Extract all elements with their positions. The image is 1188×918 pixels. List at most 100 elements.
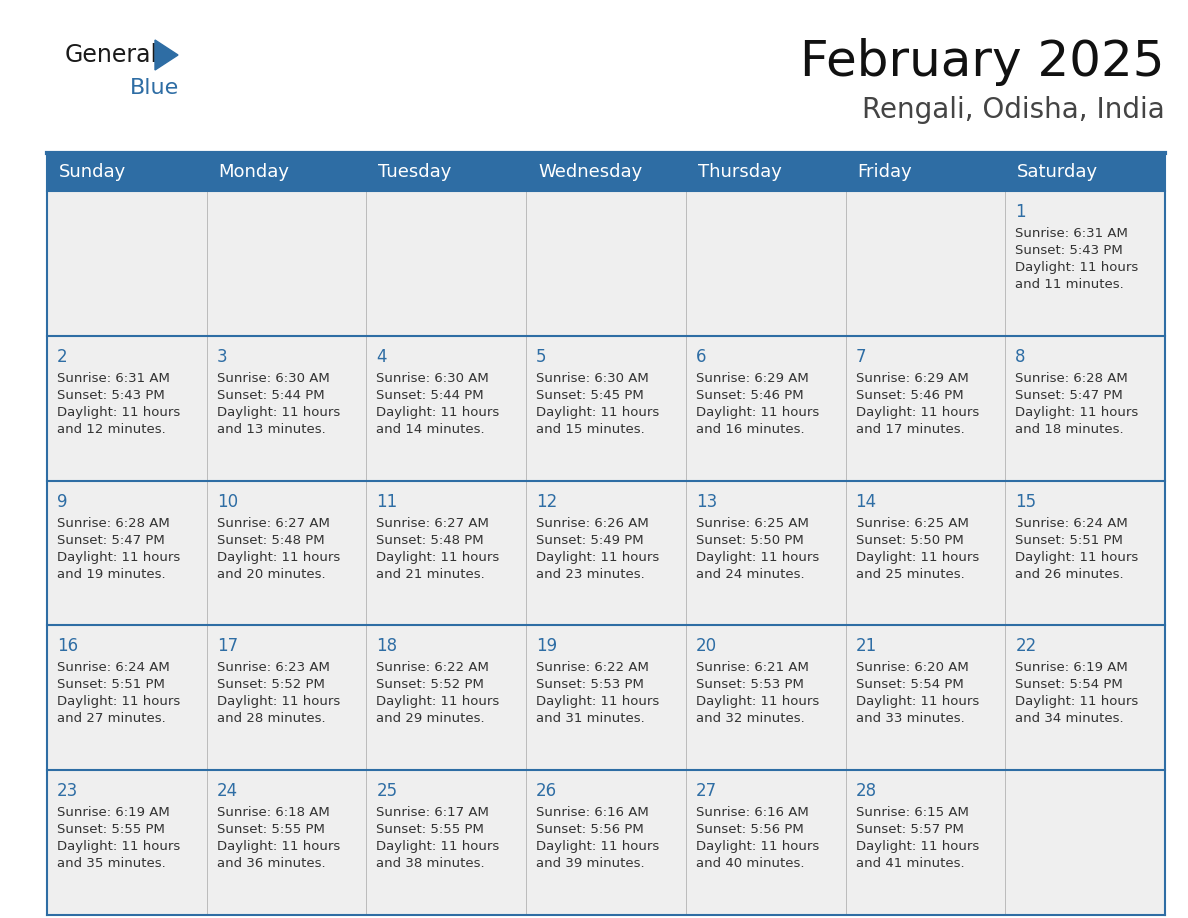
Text: Thursday: Thursday xyxy=(697,163,782,181)
Text: Sunrise: 6:24 AM: Sunrise: 6:24 AM xyxy=(57,661,170,675)
Bar xyxy=(1005,625,1165,770)
Text: and 20 minutes.: and 20 minutes. xyxy=(216,567,326,580)
Text: 26: 26 xyxy=(536,782,557,800)
Text: Sunset: 5:46 PM: Sunset: 5:46 PM xyxy=(855,389,963,402)
Bar xyxy=(366,191,526,336)
Bar xyxy=(526,625,685,770)
Bar xyxy=(1005,481,1165,625)
Text: Sunrise: 6:16 AM: Sunrise: 6:16 AM xyxy=(536,806,649,819)
Text: and 33 minutes.: and 33 minutes. xyxy=(855,712,965,725)
Text: Daylight: 11 hours: Daylight: 11 hours xyxy=(696,696,819,709)
Text: 27: 27 xyxy=(696,782,718,800)
Text: 20: 20 xyxy=(696,637,718,655)
Bar xyxy=(846,336,1005,481)
Text: Daylight: 11 hours: Daylight: 11 hours xyxy=(855,840,979,853)
Text: and 23 minutes.: and 23 minutes. xyxy=(536,567,645,580)
Text: 4: 4 xyxy=(377,348,387,365)
Text: Daylight: 11 hours: Daylight: 11 hours xyxy=(1016,696,1138,709)
Text: and 15 minutes.: and 15 minutes. xyxy=(536,423,645,436)
Text: and 27 minutes.: and 27 minutes. xyxy=(57,712,166,725)
Text: 24: 24 xyxy=(216,782,238,800)
Text: Sunset: 5:44 PM: Sunset: 5:44 PM xyxy=(377,389,484,402)
Text: Sunset: 5:54 PM: Sunset: 5:54 PM xyxy=(1016,678,1123,691)
Text: Sunset: 5:49 PM: Sunset: 5:49 PM xyxy=(536,533,644,546)
Text: Daylight: 11 hours: Daylight: 11 hours xyxy=(377,840,500,853)
Text: Sunrise: 6:27 AM: Sunrise: 6:27 AM xyxy=(377,517,489,530)
Text: Sunset: 5:50 PM: Sunset: 5:50 PM xyxy=(696,533,803,546)
Bar xyxy=(1005,336,1165,481)
Bar xyxy=(1005,770,1165,915)
Text: Daylight: 11 hours: Daylight: 11 hours xyxy=(536,406,659,419)
Bar xyxy=(846,191,1005,336)
Text: 11: 11 xyxy=(377,493,398,510)
Bar xyxy=(207,336,366,481)
Text: Wednesday: Wednesday xyxy=(538,163,643,181)
Bar xyxy=(207,481,366,625)
Text: 8: 8 xyxy=(1016,348,1025,365)
Text: 19: 19 xyxy=(536,637,557,655)
Text: Sunrise: 6:28 AM: Sunrise: 6:28 AM xyxy=(1016,372,1129,385)
Text: and 25 minutes.: and 25 minutes. xyxy=(855,567,965,580)
Text: Daylight: 11 hours: Daylight: 11 hours xyxy=(1016,406,1138,419)
Text: Sunrise: 6:31 AM: Sunrise: 6:31 AM xyxy=(1016,227,1129,240)
Text: Daylight: 11 hours: Daylight: 11 hours xyxy=(216,406,340,419)
Text: and 26 minutes.: and 26 minutes. xyxy=(1016,567,1124,580)
Text: Daylight: 11 hours: Daylight: 11 hours xyxy=(216,551,340,564)
Bar xyxy=(207,625,366,770)
Text: 14: 14 xyxy=(855,493,877,510)
Text: Sunrise: 6:26 AM: Sunrise: 6:26 AM xyxy=(536,517,649,530)
Text: Sunrise: 6:20 AM: Sunrise: 6:20 AM xyxy=(855,661,968,675)
Bar xyxy=(526,481,685,625)
Text: 10: 10 xyxy=(216,493,238,510)
Bar xyxy=(685,191,846,336)
Text: Daylight: 11 hours: Daylight: 11 hours xyxy=(855,406,979,419)
Bar xyxy=(526,191,685,336)
Bar xyxy=(207,770,366,915)
Text: Sunset: 5:43 PM: Sunset: 5:43 PM xyxy=(57,389,165,402)
Text: Sunset: 5:47 PM: Sunset: 5:47 PM xyxy=(57,533,165,546)
Text: and 35 minutes.: and 35 minutes. xyxy=(57,857,166,870)
Bar xyxy=(685,625,846,770)
Text: 1: 1 xyxy=(1016,203,1026,221)
Bar xyxy=(685,336,846,481)
Text: Sunset: 5:51 PM: Sunset: 5:51 PM xyxy=(1016,533,1123,546)
Text: and 38 minutes.: and 38 minutes. xyxy=(377,857,485,870)
Text: Sunrise: 6:19 AM: Sunrise: 6:19 AM xyxy=(1016,661,1129,675)
Text: Sunrise: 6:30 AM: Sunrise: 6:30 AM xyxy=(536,372,649,385)
Text: 15: 15 xyxy=(1016,493,1036,510)
Text: Sunrise: 6:23 AM: Sunrise: 6:23 AM xyxy=(216,661,329,675)
Bar xyxy=(48,625,207,770)
Text: Sunrise: 6:30 AM: Sunrise: 6:30 AM xyxy=(216,372,329,385)
Bar xyxy=(366,625,526,770)
Text: Daylight: 11 hours: Daylight: 11 hours xyxy=(696,406,819,419)
Text: 9: 9 xyxy=(57,493,68,510)
Text: Tuesday: Tuesday xyxy=(379,163,451,181)
Text: 13: 13 xyxy=(696,493,718,510)
Text: 5: 5 xyxy=(536,348,546,365)
Text: Daylight: 11 hours: Daylight: 11 hours xyxy=(696,840,819,853)
Text: 18: 18 xyxy=(377,637,398,655)
Text: and 19 minutes.: and 19 minutes. xyxy=(57,567,165,580)
Text: Sunrise: 6:17 AM: Sunrise: 6:17 AM xyxy=(377,806,489,819)
Text: Sunset: 5:57 PM: Sunset: 5:57 PM xyxy=(855,823,963,836)
Text: Rengali, Odisha, India: Rengali, Odisha, India xyxy=(862,96,1165,124)
Text: and 11 minutes.: and 11 minutes. xyxy=(1016,278,1124,291)
Text: Sunset: 5:45 PM: Sunset: 5:45 PM xyxy=(536,389,644,402)
Text: 16: 16 xyxy=(57,637,78,655)
Text: Monday: Monday xyxy=(219,163,290,181)
Text: and 41 minutes.: and 41 minutes. xyxy=(855,857,965,870)
Bar xyxy=(48,191,207,336)
Text: Sunset: 5:53 PM: Sunset: 5:53 PM xyxy=(696,678,804,691)
Text: General: General xyxy=(65,43,158,67)
Text: Sunrise: 6:28 AM: Sunrise: 6:28 AM xyxy=(57,517,170,530)
Text: Friday: Friday xyxy=(858,163,912,181)
Text: Sunrise: 6:25 AM: Sunrise: 6:25 AM xyxy=(696,517,809,530)
Text: Sunrise: 6:31 AM: Sunrise: 6:31 AM xyxy=(57,372,170,385)
Text: Sunrise: 6:29 AM: Sunrise: 6:29 AM xyxy=(696,372,809,385)
Text: and 40 minutes.: and 40 minutes. xyxy=(696,857,804,870)
Text: Daylight: 11 hours: Daylight: 11 hours xyxy=(57,406,181,419)
Bar xyxy=(48,481,207,625)
Text: Daylight: 11 hours: Daylight: 11 hours xyxy=(57,696,181,709)
Text: Sunrise: 6:22 AM: Sunrise: 6:22 AM xyxy=(536,661,649,675)
Bar xyxy=(48,153,1165,191)
